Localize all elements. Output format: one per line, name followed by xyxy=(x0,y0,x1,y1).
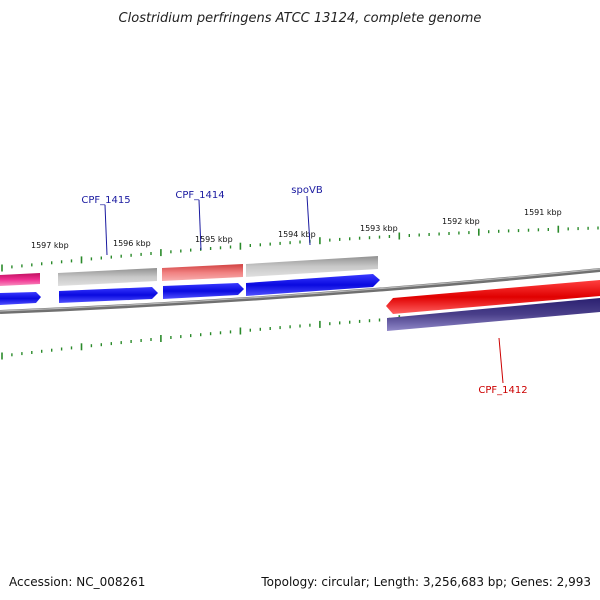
blue-cds-arrow-1[interactable] xyxy=(0,292,41,305)
gray-feature-spovb[interactable] xyxy=(246,256,378,277)
map-title: Clostridium perfringens ATCC 13124, comp… xyxy=(119,11,482,26)
red-cds-arrow-cpf1412[interactable] xyxy=(386,280,600,314)
leader-cpf1412 xyxy=(498,337,504,384)
kbp-label-1595: 1595 kbp xyxy=(195,235,233,244)
kbp-label-1591: 1591 kbp xyxy=(524,208,562,217)
genome-backbone xyxy=(0,268,600,314)
gene-label-cpf1415[interactable]: CPF_1415 xyxy=(81,195,130,206)
leader-cpf1415 xyxy=(104,204,108,256)
leader-spovb xyxy=(306,195,311,246)
purple-feature-cpf1412[interactable] xyxy=(387,298,600,331)
pink-feature-upper[interactable] xyxy=(0,273,40,286)
genome-backbone-highlight xyxy=(0,268,600,312)
salmon-feature-cpf1414[interactable] xyxy=(162,264,243,281)
kbp-label-1597: 1597 kbp xyxy=(31,241,69,250)
blue-cds-arrow-cpf1415[interactable] xyxy=(59,287,158,303)
blue-cds-arrow-spovb[interactable] xyxy=(246,274,380,296)
kbp-label-1596: 1596 kbp xyxy=(113,239,151,248)
topology-text: Topology: circular; Length: 3,256,683 bp… xyxy=(260,575,591,589)
gene-label-cpf1414[interactable]: CPF_1414 xyxy=(175,190,224,201)
accession-text: Accession: NC_008261 xyxy=(9,575,145,589)
kbp-label-1594: 1594 kbp xyxy=(278,230,316,239)
leader-cpf1414 xyxy=(198,199,202,251)
kbp-label-1592: 1592 kbp xyxy=(442,217,480,226)
gene-label-cpf1412[interactable]: CPF_1412 xyxy=(478,385,527,396)
upper-tick-marks xyxy=(1,225,599,272)
blue-cds-arrow-cpf1414[interactable] xyxy=(163,283,244,299)
gene-label-spovb[interactable]: spoVB xyxy=(291,185,323,196)
kbp-label-1593: 1593 kbp xyxy=(360,224,398,233)
gray-feature-cpf1415[interactable] xyxy=(58,268,157,286)
